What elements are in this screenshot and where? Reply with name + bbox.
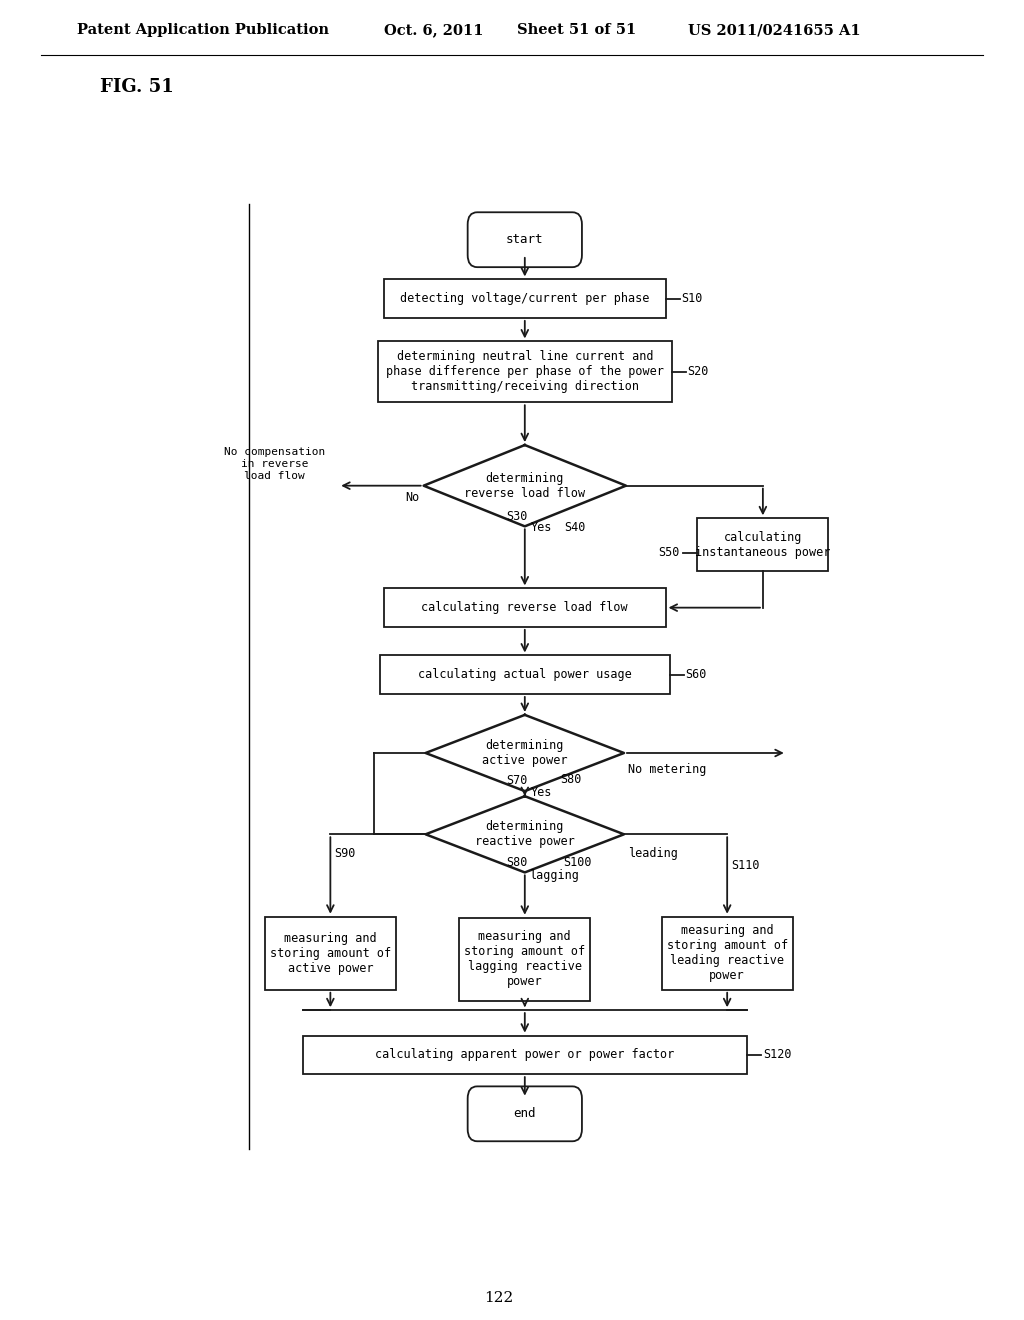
Text: calculating reverse load flow: calculating reverse load flow — [422, 601, 628, 614]
Text: No compensation
in reverse
load flow: No compensation in reverse load flow — [224, 447, 326, 480]
Text: No metering: No metering — [628, 763, 707, 776]
Text: lagging: lagging — [528, 870, 579, 882]
Text: calculating
instantaneous power: calculating instantaneous power — [695, 531, 830, 558]
Text: determining
reverse load flow: determining reverse load flow — [464, 471, 586, 500]
FancyBboxPatch shape — [662, 916, 793, 990]
FancyBboxPatch shape — [697, 519, 828, 572]
FancyBboxPatch shape — [384, 589, 666, 627]
Text: S50: S50 — [658, 546, 680, 560]
Text: calculating apparent power or power factor: calculating apparent power or power fact… — [375, 1048, 675, 1061]
Text: S40: S40 — [564, 521, 586, 535]
Text: S110: S110 — [731, 859, 760, 871]
Text: Sheet 51 of 51: Sheet 51 of 51 — [517, 24, 636, 37]
Text: measuring and
storing amount of
lagging reactive
power: measuring and storing amount of lagging … — [464, 931, 586, 989]
Text: No: No — [406, 491, 420, 504]
Text: S80: S80 — [506, 855, 527, 869]
Text: FIG. 51: FIG. 51 — [100, 78, 174, 96]
Text: Yes: Yes — [531, 785, 553, 799]
Polygon shape — [426, 796, 624, 873]
Text: S60: S60 — [685, 668, 707, 681]
Text: determining
active power: determining active power — [482, 739, 567, 767]
Text: US 2011/0241655 A1: US 2011/0241655 A1 — [688, 24, 861, 37]
Text: measuring and
storing amount of
leading reactive
power: measuring and storing amount of leading … — [667, 924, 787, 982]
Polygon shape — [424, 445, 626, 527]
FancyBboxPatch shape — [384, 280, 666, 318]
FancyBboxPatch shape — [303, 1036, 748, 1074]
Text: detecting voltage/current per phase: detecting voltage/current per phase — [400, 292, 649, 305]
Text: 122: 122 — [484, 1291, 514, 1304]
Text: determining
reactive power: determining reactive power — [475, 820, 574, 849]
FancyBboxPatch shape — [460, 917, 590, 1001]
Text: Yes: Yes — [531, 521, 553, 535]
Text: S70: S70 — [506, 775, 527, 788]
Text: start: start — [506, 234, 544, 247]
Text: calculating actual power usage: calculating actual power usage — [418, 668, 632, 681]
Text: Oct. 6, 2011: Oct. 6, 2011 — [384, 24, 483, 37]
Text: S10: S10 — [682, 292, 702, 305]
Text: S100: S100 — [563, 857, 592, 869]
Polygon shape — [426, 715, 624, 791]
Text: S90: S90 — [334, 846, 355, 859]
Text: S20: S20 — [687, 366, 709, 379]
Text: leading: leading — [628, 846, 678, 859]
FancyBboxPatch shape — [378, 342, 672, 403]
Text: S30: S30 — [506, 510, 527, 523]
Text: S120: S120 — [763, 1048, 792, 1061]
Text: end: end — [514, 1107, 536, 1121]
FancyBboxPatch shape — [468, 1086, 582, 1142]
FancyBboxPatch shape — [265, 916, 396, 990]
Text: determining neutral line current and
phase difference per phase of the power
tra: determining neutral line current and pha… — [386, 350, 664, 393]
FancyBboxPatch shape — [468, 213, 582, 267]
FancyBboxPatch shape — [380, 656, 670, 694]
Text: Patent Application Publication: Patent Application Publication — [77, 24, 329, 37]
Text: measuring and
storing amount of
active power: measuring and storing amount of active p… — [269, 932, 391, 974]
Text: S80: S80 — [560, 772, 582, 785]
